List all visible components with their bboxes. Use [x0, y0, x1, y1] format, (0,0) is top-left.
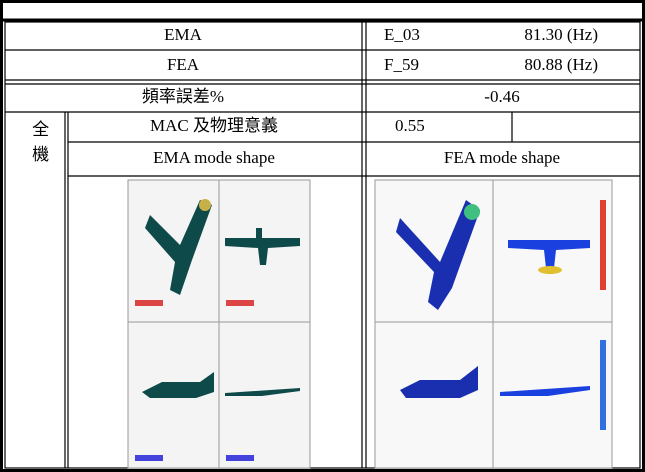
mac-value: 0.55	[395, 116, 425, 135]
group-label: 全機	[29, 120, 49, 170]
mode-id: E_03	[384, 25, 420, 44]
page: EMA E_03 81.30 (Hz) FEA F_59 80.88 (Hz) …	[0, 0, 645, 472]
ema-image	[128, 180, 310, 468]
mac-label: MAC 及物理意義	[150, 116, 278, 135]
row-label: 頻率誤差%	[142, 87, 224, 106]
fea-image	[375, 180, 612, 468]
row-label: FEA	[167, 55, 200, 74]
mode-id: F_59	[384, 55, 419, 74]
error-value: -0.46	[484, 87, 519, 106]
column-label: EMA mode shape	[153, 148, 275, 167]
frequency: 81.30 (Hz)	[524, 25, 598, 44]
table: EMA E_03 81.30 (Hz) FEA F_59 80.88 (Hz) …	[0, 0, 645, 472]
row-label: EMA	[164, 25, 203, 44]
column-label: FEA mode shape	[444, 148, 560, 167]
frequency: 80.88 (Hz)	[524, 55, 598, 74]
